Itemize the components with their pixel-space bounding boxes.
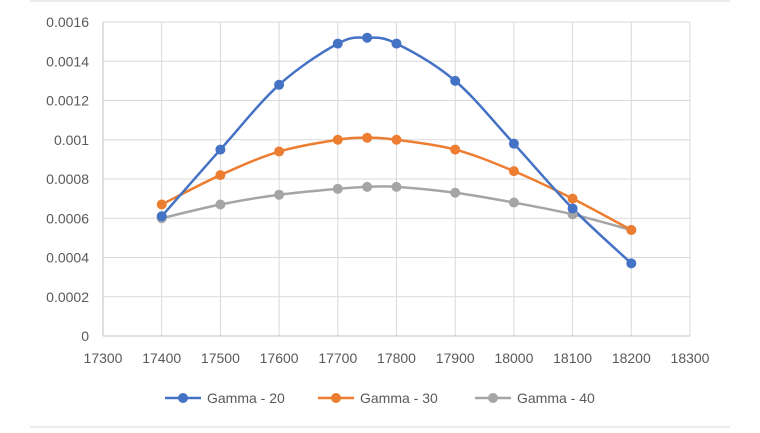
data-point-gamma-20 [156, 211, 167, 222]
x-tick-label: 17300 [84, 350, 123, 366]
gridlines [103, 21, 691, 336]
data-point-gamma-30 [626, 225, 637, 236]
x-tick-label: 17800 [377, 350, 416, 366]
legend-swatch-marker-gamma-20 [178, 393, 188, 403]
x-tick-label: 17600 [260, 350, 299, 366]
data-point-gamma-20 [567, 203, 578, 214]
legend-label-gamma-30: Gamma - 30 [360, 390, 438, 406]
data-point-gamma-20 [274, 79, 285, 90]
data-point-gamma-40 [215, 199, 226, 210]
data-point-gamma-30 [156, 199, 167, 210]
data-point-gamma-40 [391, 181, 402, 192]
axes [102, 22, 690, 337]
y-tick-labels: 0 0.0002 0.0004 0.0006 0.0008 0.001 0.0012 0.00… [46, 14, 89, 344]
x-tick-label: 18000 [494, 350, 533, 366]
data-point-gamma-30 [274, 146, 285, 157]
y-tick-label: 0.0014 [46, 53, 89, 69]
y-tick-label: 0.0004 [46, 250, 89, 266]
data-point-gamma-20 [215, 144, 226, 155]
x-tick-label: 18200 [612, 350, 651, 366]
x-tick-label: 17400 [142, 350, 181, 366]
series-points [156, 32, 637, 269]
data-point-gamma-20 [362, 32, 373, 43]
y-tick-label: 0.0016 [46, 14, 89, 30]
series-line-gamma-40 [160, 185, 633, 232]
data-point-gamma-30 [362, 132, 373, 143]
legend: Gamma - 20 Gamma - 30 Gamma - 40 [165, 390, 595, 406]
series-line-gamma-30 [160, 136, 633, 232]
legend-label-gamma-40: Gamma - 40 [517, 390, 595, 406]
y-tick-label: 0.0002 [46, 289, 89, 305]
x-tick-label: 17500 [201, 350, 240, 366]
legend-label-gamma-20: Gamma - 20 [207, 390, 285, 406]
y-tick-label: 0.001 [54, 132, 89, 148]
data-point-gamma-30 [567, 193, 578, 204]
data-point-gamma-40 [362, 181, 373, 192]
y-tick-label: 0.0012 [46, 93, 89, 109]
legend-swatch-marker-gamma-40 [488, 393, 498, 403]
data-point-gamma-30 [332, 134, 343, 145]
series-lines [160, 36, 633, 265]
data-point-gamma-30 [508, 166, 519, 177]
x-tick-label: 18100 [553, 350, 592, 366]
data-point-gamma-30 [450, 144, 461, 155]
x-tick-labels: 17300 17400 17500 17600 17700 17800 17900 18000… [84, 350, 710, 366]
data-point-gamma-40 [508, 197, 519, 208]
data-point-gamma-30 [215, 170, 226, 181]
x-tick-label: 18300 [671, 350, 710, 366]
x-tick-label: 17700 [318, 350, 357, 366]
data-point-gamma-30 [391, 134, 402, 145]
y-tick-label: 0.0006 [46, 210, 89, 226]
data-point-gamma-40 [332, 183, 343, 194]
data-point-gamma-20 [626, 258, 637, 269]
data-point-gamma-40 [274, 189, 285, 200]
legend-swatch-marker-gamma-30 [331, 393, 341, 403]
data-point-gamma-20 [332, 38, 343, 49]
x-tick-label: 17900 [436, 350, 475, 366]
data-point-gamma-20 [508, 138, 519, 149]
y-tick-label: 0.0008 [46, 171, 89, 187]
data-point-gamma-20 [450, 75, 461, 86]
data-point-gamma-20 [391, 38, 402, 49]
y-tick-label: 0 [81, 328, 89, 344]
series-line-gamma-20 [160, 36, 633, 265]
data-point-gamma-40 [450, 187, 461, 198]
